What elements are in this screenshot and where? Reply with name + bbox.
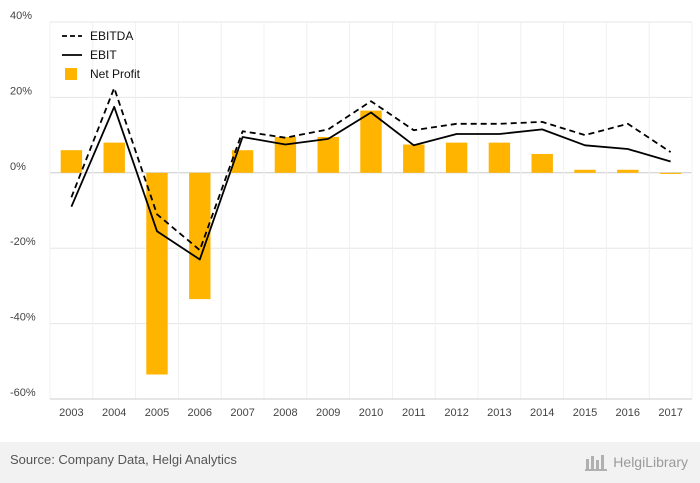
net-profit-bar	[445, 142, 468, 173]
x-tick-label: 2007	[230, 407, 254, 419]
y-tick-label: 40%	[10, 10, 32, 22]
net-profit-bar	[189, 172, 211, 300]
net-profit-bar	[488, 142, 511, 173]
x-tick-label: 2009	[316, 407, 340, 419]
legend-swatch-net-profit	[65, 68, 77, 80]
net-profit-bar	[317, 136, 339, 173]
chart: 40% 20% 0% -20% -40% -60% 2003 2004 2005 2006 2007…	[10, 10, 693, 419]
x-tick-label: 2012	[444, 407, 468, 419]
source-text: Source: Company Data, Helgi Analytics	[10, 452, 237, 467]
legend: EBITDA EBIT Net Profit	[62, 29, 141, 81]
legend-label-ebitda: EBITDA	[90, 29, 133, 43]
axes: 40% 20% 0% -20% -40% -60% 2003 2004 2005 2006 2007…	[10, 10, 692, 419]
net-profit-bars	[60, 110, 682, 375]
net-profit-bar	[60, 150, 83, 173]
x-tick-label: 2003	[59, 407, 83, 419]
x-tick-label: 2013	[487, 407, 511, 419]
lines	[70, 87, 672, 261]
net-profit-bar	[274, 136, 297, 173]
legend-label-net-profit: Net Profit	[90, 67, 141, 81]
x-tick-label: 2004	[102, 407, 126, 419]
net-profit-bar	[103, 142, 125, 173]
x-tick-label: 2008	[273, 407, 297, 419]
net-profit-bar	[574, 169, 596, 173]
y-tick-label: 0%	[10, 161, 26, 173]
net-profit-bar	[146, 172, 168, 375]
ebitda-line	[70, 87, 672, 252]
y-tick-label: 20%	[10, 85, 32, 97]
x-tick-label: 2014	[530, 407, 554, 419]
net-profit-bar	[403, 144, 425, 173]
ebit-line	[70, 105, 671, 261]
x-tick-label: 2006	[188, 407, 212, 419]
x-tick-label: 2015	[573, 407, 597, 419]
y-tick-label: -40%	[10, 312, 36, 324]
legend-label-ebit: EBIT	[90, 48, 117, 62]
net-profit-bar	[231, 150, 254, 173]
net-profit-bar	[360, 110, 382, 173]
x-tick-label: 2010	[359, 407, 383, 419]
logo-text: HelgiLibrary	[613, 454, 688, 470]
y-tick-label: -20%	[10, 236, 36, 248]
net-profit-bar	[617, 169, 639, 173]
y-tick-label: -60%	[10, 387, 36, 399]
x-tick-label: 2016	[616, 407, 640, 419]
x-tick-label: 2017	[658, 407, 682, 419]
net-profit-bar	[531, 153, 553, 173]
net-profit-bar	[659, 172, 682, 174]
x-tick-label: 2005	[145, 407, 169, 419]
footer: Source: Company Data, Helgi Analytics He…	[0, 442, 700, 483]
helgi-library-logo: HelgiLibrary	[585, 451, 688, 473]
x-tick-label: 2011	[402, 407, 426, 419]
library-icon	[585, 455, 608, 471]
